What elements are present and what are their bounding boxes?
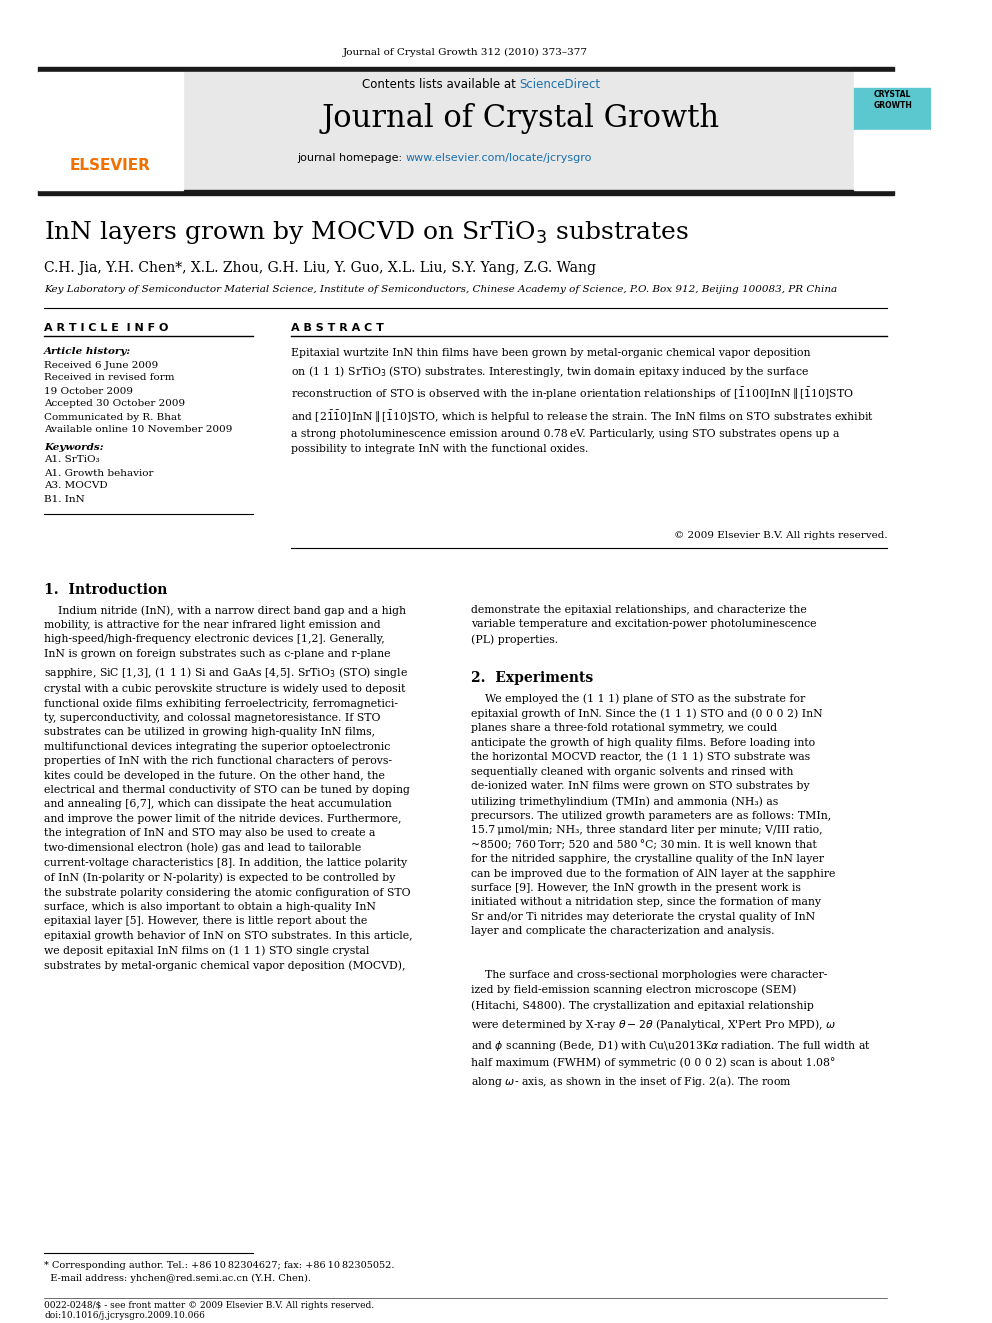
Text: Communicated by R. Bhat: Communicated by R. Bhat xyxy=(44,413,182,422)
Text: ELSEVIER: ELSEVIER xyxy=(69,157,150,172)
Text: Received in revised form: Received in revised form xyxy=(44,373,175,382)
Text: 0022-0248/$ - see front matter © 2009 Elsevier B.V. All rights reserved.: 0022-0248/$ - see front matter © 2009 El… xyxy=(44,1302,374,1311)
Text: ScienceDirect: ScienceDirect xyxy=(519,78,600,91)
Text: A1. Growth behavior: A1. Growth behavior xyxy=(44,468,154,478)
Text: InN layers grown by MOCVD on SrTiO$_3$ substrates: InN layers grown by MOCVD on SrTiO$_3$ s… xyxy=(44,218,688,246)
Text: Received 6 June 2009: Received 6 June 2009 xyxy=(44,360,159,369)
Text: journal homepage:: journal homepage: xyxy=(297,153,406,163)
Bar xyxy=(854,71,931,191)
Text: * Corresponding author. Tel.: +86 10 82304627; fax: +86 10 82305052.: * Corresponding author. Tel.: +86 10 823… xyxy=(44,1261,395,1270)
Bar xyxy=(184,71,854,191)
Text: Contents lists available at: Contents lists available at xyxy=(361,78,519,91)
Bar xyxy=(38,71,184,191)
Text: Accepted 30 October 2009: Accepted 30 October 2009 xyxy=(44,400,186,409)
Text: Keywords:: Keywords: xyxy=(44,442,104,451)
Text: A R T I C L E  I N F O: A R T I C L E I N F O xyxy=(44,323,169,333)
Text: Indium nitride (InN), with a narrow direct band gap and a high
mobility, is attr: Indium nitride (InN), with a narrow dire… xyxy=(44,605,413,971)
Text: C.H. Jia, Y.H. Chen*, X.L. Zhou, G.H. Liu, Y. Guo, X.L. Liu, S.Y. Yang, Z.G. Wan: C.H. Jia, Y.H. Chen*, X.L. Zhou, G.H. Li… xyxy=(44,261,596,275)
Text: 19 October 2009: 19 October 2009 xyxy=(44,386,133,396)
Text: © 2009 Elsevier B.V. All rights reserved.: © 2009 Elsevier B.V. All rights reserved… xyxy=(674,531,887,540)
Text: Available online 10 November 2009: Available online 10 November 2009 xyxy=(44,426,232,434)
Text: The surface and cross-sectional morphologies were character-
ized by field-emiss: The surface and cross-sectional morpholo… xyxy=(471,970,871,1089)
Text: A1. SrTiO₃: A1. SrTiO₃ xyxy=(44,455,100,464)
Bar xyxy=(38,67,894,71)
Text: 2.  Experiments: 2. Experiments xyxy=(471,671,593,685)
Text: Article history:: Article history: xyxy=(44,348,131,356)
Text: Epitaxial wurtzite InN thin films have been grown by metal-organic chemical vapo: Epitaxial wurtzite InN thin films have b… xyxy=(291,348,874,454)
Bar xyxy=(854,130,931,160)
Text: CRYSTAL
GROWTH: CRYSTAL GROWTH xyxy=(873,90,913,110)
Text: 1.  Introduction: 1. Introduction xyxy=(44,583,168,597)
Bar xyxy=(38,191,894,194)
Text: Key Laboratory of Semiconductor Material Science, Institute of Semiconductors, C: Key Laboratory of Semiconductor Material… xyxy=(44,286,837,295)
Text: doi:10.1016/j.jcrysgro.2009.10.066: doi:10.1016/j.jcrysgro.2009.10.066 xyxy=(44,1311,205,1320)
Text: B1. InN: B1. InN xyxy=(44,495,85,504)
Text: E-mail address: yhchen@red.semi.ac.cn (Y.H. Chen).: E-mail address: yhchen@red.semi.ac.cn (Y… xyxy=(44,1274,311,1282)
Bar xyxy=(854,89,931,130)
Text: Journal of Crystal Growth 312 (2010) 373–377: Journal of Crystal Growth 312 (2010) 373… xyxy=(343,48,588,57)
Text: A3. MOCVD: A3. MOCVD xyxy=(44,482,108,491)
Text: We employed the (1 1 1) plane of STO as the substrate for
epitaxial growth of In: We employed the (1 1 1) plane of STO as … xyxy=(471,693,835,937)
Text: Journal of Crystal Growth: Journal of Crystal Growth xyxy=(322,102,720,134)
Text: demonstrate the epitaxial relationships, and characterize the
variable temperatu: demonstrate the epitaxial relationships,… xyxy=(471,605,816,644)
Text: www.elsevier.com/locate/jcrysgro: www.elsevier.com/locate/jcrysgro xyxy=(406,153,592,163)
Text: A B S T R A C T: A B S T R A C T xyxy=(291,323,384,333)
